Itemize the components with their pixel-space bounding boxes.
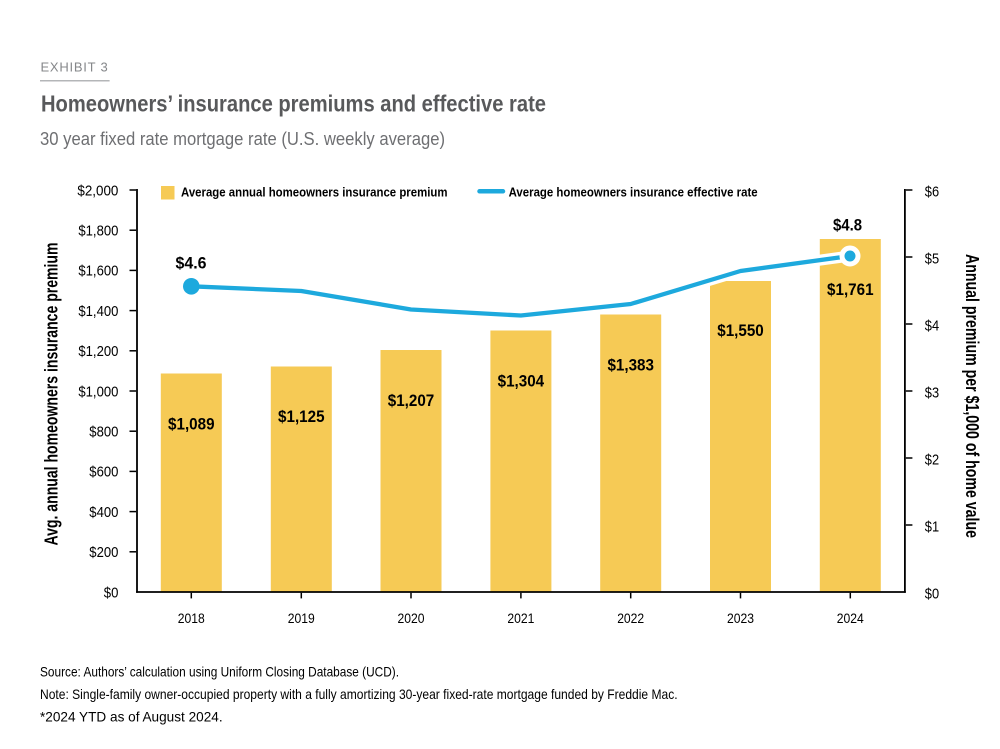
svg-text:Avg. annual homeowners insuran: Avg. annual homeowners insurance premium xyxy=(42,243,62,546)
svg-text:Annual premium per $1,000 of h: Annual premium per $1,000 of home value xyxy=(962,254,982,538)
svg-text:Average annual homeowners insu: Average annual homeowners insurance prem… xyxy=(181,185,448,200)
svg-text:$1,304: $1,304 xyxy=(498,372,545,391)
svg-text:$600: $600 xyxy=(89,464,118,481)
svg-text:2020: 2020 xyxy=(398,610,425,626)
svg-text:$200: $200 xyxy=(89,544,118,561)
svg-text:$3: $3 xyxy=(925,384,939,401)
svg-text:2021: 2021 xyxy=(507,610,534,626)
svg-text:$1,200: $1,200 xyxy=(78,343,118,360)
svg-text:$1,800: $1,800 xyxy=(78,223,118,240)
svg-text:2018: 2018 xyxy=(178,610,205,626)
svg-text:$1,761: $1,761 xyxy=(827,280,874,299)
svg-text:$800: $800 xyxy=(89,424,118,441)
svg-text:*2024 YTD as of August 2024.: *2024 YTD as of August 2024. xyxy=(40,709,223,725)
svg-text:$1,400: $1,400 xyxy=(78,303,118,320)
svg-text:$1,125: $1,125 xyxy=(278,407,325,426)
svg-text:$4: $4 xyxy=(925,317,939,334)
svg-text:$2,000: $2,000 xyxy=(77,182,118,199)
svg-text:Homeowners’ insurance premiums: Homeowners’ insurance premiums and effec… xyxy=(41,91,546,117)
svg-text:$0: $0 xyxy=(104,584,119,601)
svg-text:2024: 2024 xyxy=(837,610,864,626)
svg-text:$1,600: $1,600 xyxy=(78,263,118,280)
svg-text:30 year fixed rate mortgage ra: 30 year fixed rate mortgage rate (U.S. w… xyxy=(40,128,445,149)
svg-text:$2: $2 xyxy=(925,451,939,468)
svg-text:2023: 2023 xyxy=(727,610,754,626)
svg-text:$1,550: $1,550 xyxy=(717,321,764,340)
svg-text:$1,089: $1,089 xyxy=(168,414,215,433)
svg-text:EXHIBIT 3: EXHIBIT 3 xyxy=(41,59,109,74)
svg-text:$6: $6 xyxy=(925,183,939,200)
svg-text:Note: Single-family owner-occu: Note: Single-family owner-occupied prope… xyxy=(40,686,678,702)
svg-text:$4.8: $4.8 xyxy=(833,215,862,234)
svg-text:2019: 2019 xyxy=(288,610,315,626)
svg-text:Source: Authors’ calculation u: Source: Authors’ calculation using Unifo… xyxy=(40,664,399,680)
svg-text:$1,383: $1,383 xyxy=(607,356,654,375)
svg-text:$0: $0 xyxy=(925,585,939,602)
svg-text:$1,207: $1,207 xyxy=(388,391,435,410)
svg-text:2022: 2022 xyxy=(617,610,644,626)
svg-text:$4.6: $4.6 xyxy=(176,254,207,273)
svg-text:$400: $400 xyxy=(89,504,118,521)
svg-text:Average homeowners insurance e: Average homeowners insurance effective r… xyxy=(509,185,758,200)
svg-text:$1,000: $1,000 xyxy=(78,383,118,400)
svg-text:$1: $1 xyxy=(925,518,939,535)
svg-text:$5: $5 xyxy=(925,250,939,267)
